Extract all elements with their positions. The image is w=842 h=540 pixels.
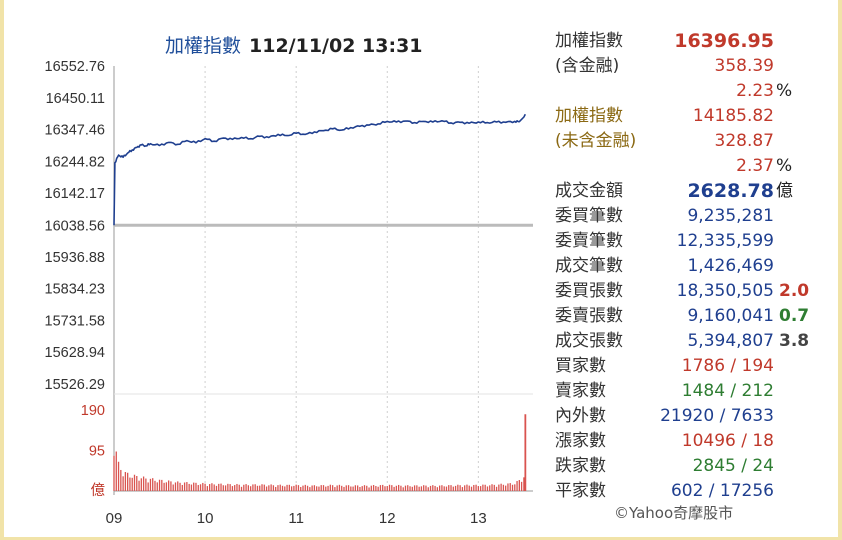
chart-title-name: 加權指數	[165, 35, 242, 57]
index-sub-label: (含金融)	[555, 56, 620, 76]
x-tick-label-2: 11	[288, 510, 304, 527]
up-label: 漲家數	[555, 431, 606, 451]
vol-lots-label: 成交張數	[555, 331, 623, 351]
index-chart: 16552.76 16450.11 16347.46 16244.82 16142.17…	[45, 59, 533, 527]
inout-value: 21920 / 7633	[660, 406, 774, 426]
down-label: 跌家數	[555, 456, 606, 476]
bid-orders-value: 9,235,281	[687, 206, 774, 226]
x-tick-label-4: 13	[470, 510, 487, 527]
y-tick-label-3: 16244.82	[45, 154, 105, 170]
y-tick-label-4: 16142.17	[45, 186, 105, 202]
vol-lots-value: 5,394,807	[687, 331, 774, 351]
exfin-sub-label: (未含金融)	[555, 131, 637, 151]
exfin-label: 加權指數	[555, 106, 623, 126]
y-tick-label-2: 16347.46	[45, 123, 105, 139]
buyers-value: 1786 / 194	[681, 356, 774, 376]
index-pct: 2.23	[736, 81, 774, 101]
x-tick-label-3: 12	[379, 510, 396, 527]
down-value: 2845 / 24	[692, 456, 774, 476]
bid-lots-ratio: 2.0	[779, 281, 810, 301]
sellers-label: 賣家數	[555, 381, 606, 401]
index-pct-unit: %	[776, 81, 793, 101]
turnover-value: 2628.78	[687, 180, 774, 202]
y-tick-label-5: 16038.56	[45, 218, 105, 234]
flat-label: 平家數	[555, 481, 606, 501]
flat-value: 602 / 17256	[670, 481, 774, 501]
left-border	[0, 0, 4, 540]
index-change: 358.39	[714, 56, 774, 76]
bid-lots-label: 委買張數	[555, 281, 623, 301]
bid-orders-label: 委買筆數	[555, 206, 623, 226]
exfin-pct-unit: %	[776, 156, 793, 176]
ask-lots-ratio: 0.7	[779, 306, 810, 326]
inout-label: 內外數	[555, 406, 606, 426]
chart-title: 加權指數 112/11/02 13:31	[165, 34, 423, 58]
up-value: 10496 / 18	[681, 431, 774, 451]
trades-label: 成交筆數	[555, 256, 623, 276]
exfin-change: 328.87	[714, 131, 774, 151]
exfin-pct: 2.37	[736, 156, 774, 176]
right-border	[838, 0, 842, 540]
y-tick-label-10: 15526.29	[45, 377, 105, 393]
vol-lots-ratio: 3.8	[779, 331, 810, 351]
ask-orders-label: 委賣筆數	[555, 231, 623, 251]
exfin-value: 14185.82	[692, 106, 774, 126]
turnover-unit: 億	[776, 181, 793, 201]
index-value: 16396.95	[674, 30, 774, 52]
volume-tick-label-0: 190	[81, 403, 105, 419]
ask-lots-value: 9,160,041	[687, 306, 774, 326]
bid-lots-value: 18,350,505	[676, 281, 774, 301]
x-tick-label-1: 10	[197, 510, 214, 527]
x-tick-label-0: 09	[106, 510, 123, 527]
buyers-label: 買家數	[555, 356, 606, 376]
volume-tick-label-1: 95	[89, 444, 105, 460]
y-tick-label-1: 16450.11	[46, 91, 105, 107]
y-tick-label-0: 16552.76	[45, 59, 105, 75]
y-tick-label-6: 15936.88	[45, 250, 105, 266]
trades-value: 1,426,469	[687, 256, 774, 276]
volume-tick-label-2: 億	[91, 482, 106, 499]
index-line	[113, 113, 527, 226]
chart-title-time: 112/11/02 13:31	[249, 35, 423, 57]
ask-lots-label: 委賣張數	[555, 306, 623, 326]
index-label: 加權指數	[555, 31, 623, 51]
y-tick-label-9: 15628.94	[45, 345, 105, 361]
y-tick-label-7: 15834.23	[45, 282, 105, 298]
y-tick-label-8: 15731.58	[45, 313, 105, 329]
turnover-label: 成交金額	[555, 181, 623, 201]
bottom-border	[0, 537, 842, 540]
copyright: ©Yahoo奇摩股市	[614, 504, 734, 522]
ask-orders-value: 12,335,599	[676, 231, 774, 251]
sellers-value: 1484 / 212	[681, 381, 774, 401]
